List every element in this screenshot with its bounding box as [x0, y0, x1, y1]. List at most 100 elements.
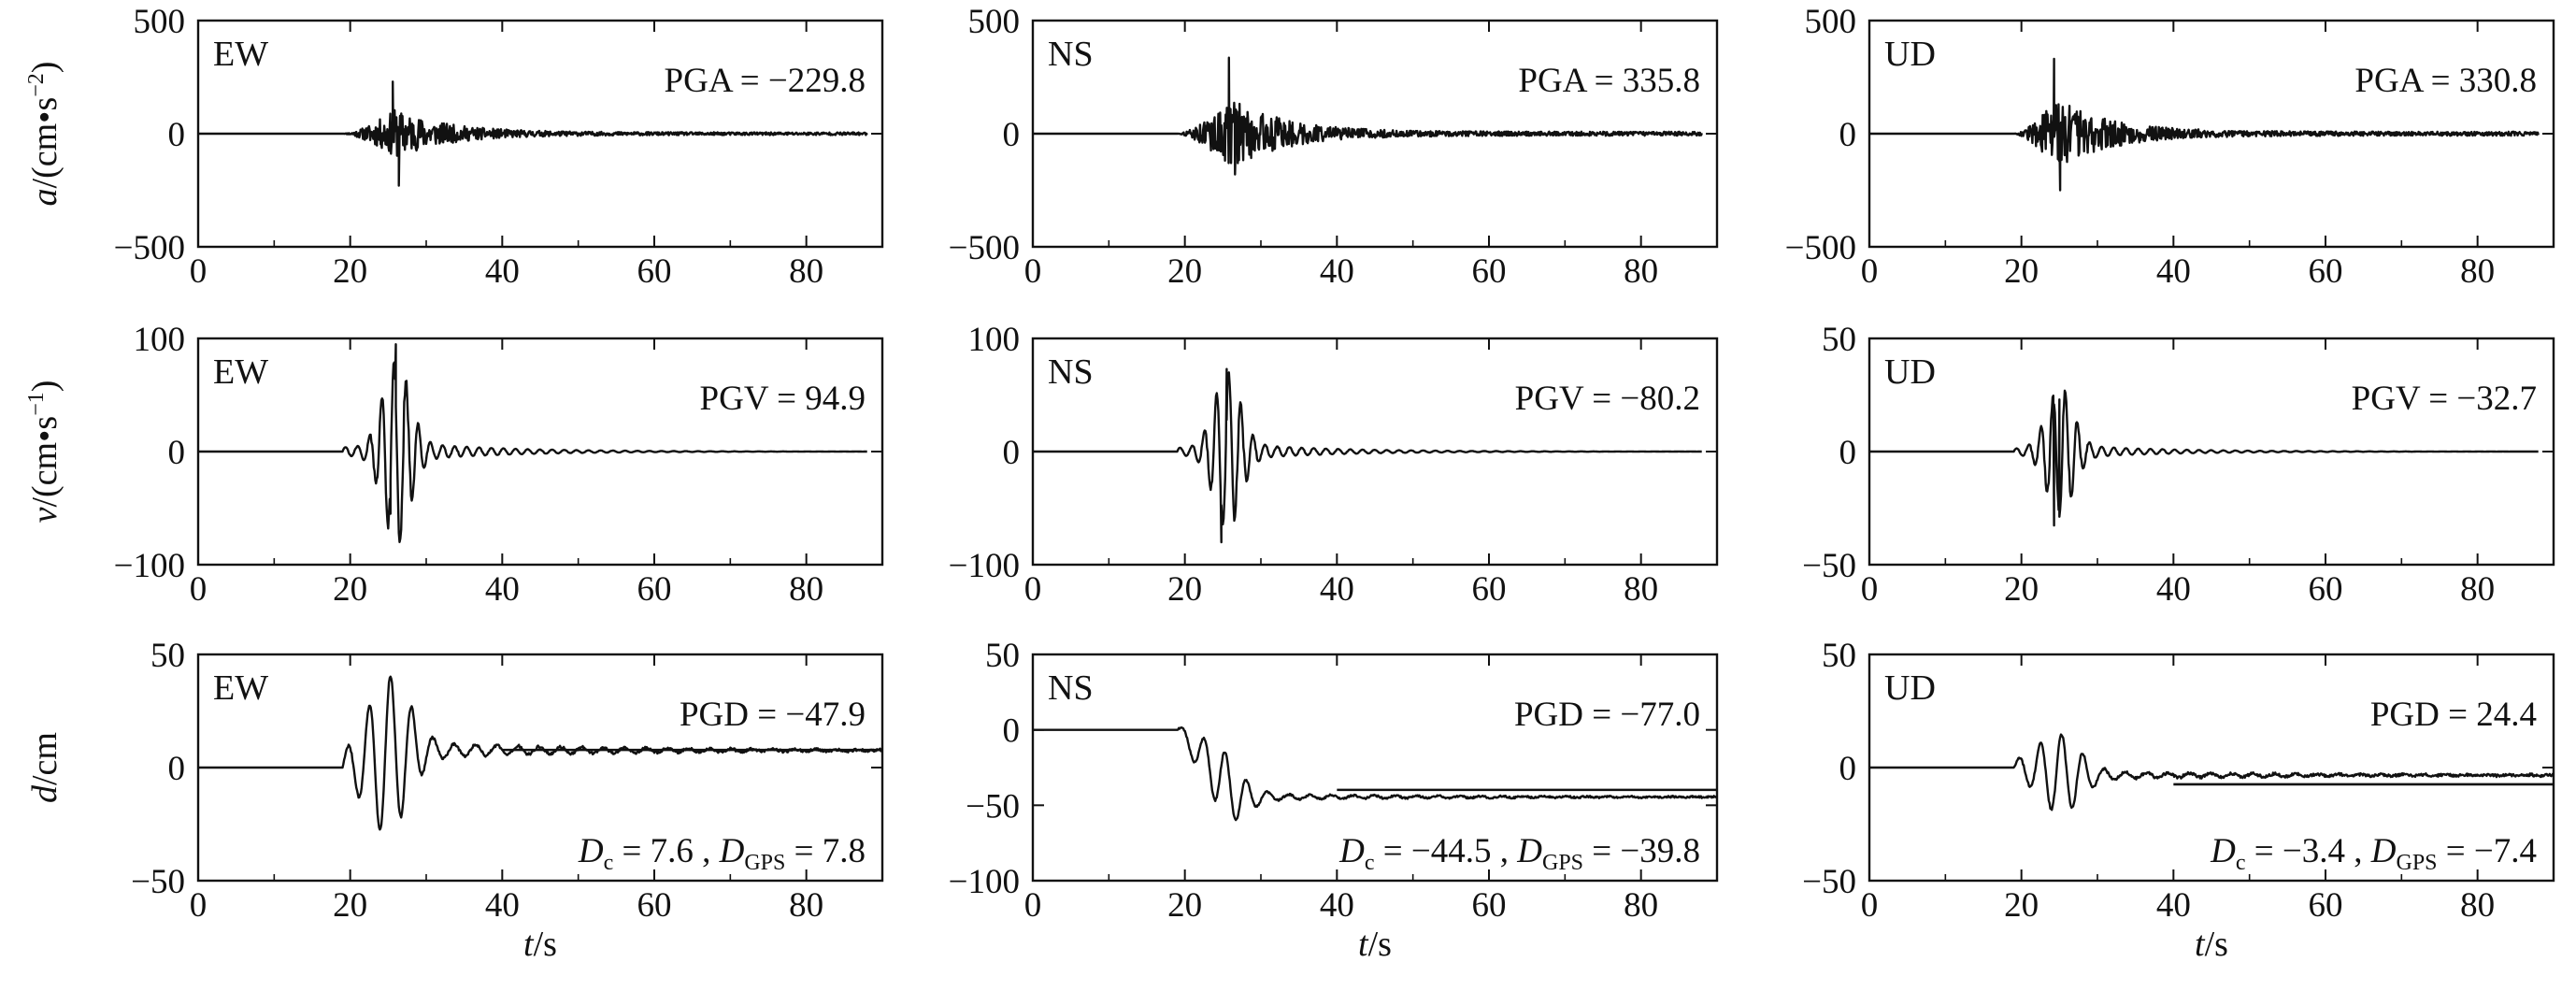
series-displacement-ns [1032, 726, 1718, 822]
peak-annotation: PGD = −77.0 [1514, 696, 1700, 734]
panel-title: EW [213, 668, 268, 708]
y-tick-label: 50 [1822, 321, 1856, 359]
x-tick-label: 80 [1624, 252, 1658, 291]
x-tick-label: 20 [2004, 252, 2039, 291]
panel-title: UD [1884, 352, 1936, 392]
y-axis-unit-close: ) [25, 62, 64, 74]
x-tick-label: 20 [1167, 570, 1202, 609]
y-axis-unit-exponent: −2 [24, 73, 49, 97]
x-tick-label: 0 [1024, 886, 1042, 925]
y-tick-label: 0 [1839, 434, 1857, 472]
x-tick-label: 0 [1024, 570, 1042, 609]
series-velocity-ud [1868, 389, 2540, 527]
series-acceleration-ns [1032, 56, 1703, 176]
peak-annotation: PGA = 330.8 [2354, 62, 2537, 100]
y-tick-label: 0 [168, 434, 186, 472]
series-acceleration-ew [197, 80, 868, 187]
dgps-subscript: GPS [1542, 851, 1583, 875]
x-axis-unit: /s [534, 925, 557, 964]
y-tick-label: 0 [1003, 434, 1021, 472]
x-axis-symbol: t [2195, 925, 2206, 964]
x-tick-label: 40 [1320, 886, 1354, 925]
x-axis-symbol: t [1358, 925, 1369, 964]
dc-symbol: D [1338, 832, 1365, 870]
panel-title: EW [213, 352, 268, 392]
panel-title: UD [1884, 668, 1936, 708]
y-axis-label: d/cm [25, 732, 64, 803]
y-tick-label: −100 [949, 547, 1020, 585]
y-tick-label: −500 [1785, 229, 1856, 267]
x-tick-label: 40 [485, 252, 520, 291]
y-tick-label: 50 [1822, 637, 1856, 675]
y-tick-label: 0 [1003, 712, 1021, 751]
y-tick-label: 0 [168, 750, 186, 788]
y-tick-label: 500 [1805, 3, 1857, 41]
panel-title: UD [1884, 35, 1936, 74]
offset-annotation: Dc = −3.4 , DGPS = −7.4 [2210, 832, 2537, 875]
y-axis-label: v/(cm•s−1) [24, 381, 64, 524]
x-tick-label: 60 [1472, 252, 1507, 291]
dgps-subscript: GPS [744, 851, 785, 875]
series-velocity-ew [197, 343, 868, 543]
panel-title: EW [213, 35, 268, 74]
y-tick-label: 500 [968, 3, 1021, 41]
y-axis-symbol: v [25, 507, 64, 523]
dc-subscript: c [2236, 851, 2246, 875]
x-tick-label: 20 [2004, 570, 2039, 609]
x-tick-label: 0 [1024, 252, 1042, 291]
x-axis-label: t/s [1358, 925, 1392, 964]
dgps-subscript: GPS [2396, 851, 2437, 875]
x-tick-label: 60 [637, 252, 672, 291]
y-tick-label: −500 [949, 229, 1020, 267]
y-tick-label: −50 [131, 863, 185, 901]
x-tick-label: 40 [2156, 886, 2191, 925]
x-axis-symbol: t [523, 925, 535, 964]
x-axis-label: t/s [2195, 925, 2228, 964]
y-tick-label: 0 [1003, 116, 1021, 154]
y-tick-label: 100 [968, 321, 1021, 359]
x-tick-label: 20 [333, 252, 367, 291]
x-axis-label: t/s [523, 925, 557, 964]
offset-annotation: Dc = 7.6 , DGPS = 7.8 [578, 832, 866, 875]
y-tick-label: −50 [966, 787, 1020, 826]
peak-annotation: PGV = −32.7 [2352, 380, 2537, 418]
y-axis-unit: /(cm [25, 442, 64, 508]
x-tick-label: 20 [333, 886, 367, 925]
x-tick-label: 0 [1861, 252, 1879, 291]
x-tick-label: 40 [2156, 570, 2191, 609]
y-axis-label: a/(cm•s−2) [24, 62, 64, 207]
panel-title: NS [1048, 35, 1094, 74]
series-displacement-ud [1868, 733, 2555, 811]
y-tick-label: 50 [150, 637, 185, 675]
y-tick-label: −50 [1802, 547, 1856, 585]
y-axis-unit: /(cm [25, 123, 64, 189]
peak-annotation: PGA = −229.8 [665, 62, 866, 100]
y-axis-unit-exponent: −1 [24, 392, 49, 416]
y-axis-unit: /cm [25, 732, 64, 785]
x-axis-unit: /s [1368, 925, 1392, 964]
y-tick-label: 0 [168, 116, 186, 154]
x-tick-label: 60 [637, 886, 672, 925]
x-tick-label: 40 [2156, 252, 2191, 291]
x-tick-label: 20 [1167, 886, 1202, 925]
peak-annotation: PGV = −80.2 [1515, 380, 1700, 418]
plot-frame [1031, 653, 1719, 883]
dgps-symbol: D [1516, 832, 1542, 870]
x-tick-label: 60 [2309, 886, 2343, 925]
y-tick-label: −100 [114, 547, 185, 585]
dc-subscript: c [604, 851, 614, 875]
y-axis-unit-s: s [25, 416, 64, 430]
x-tick-label: 40 [1320, 252, 1354, 291]
x-tick-label: 80 [2460, 252, 2495, 291]
y-axis-unit-s: s [25, 97, 64, 111]
x-tick-label: 60 [1472, 886, 1507, 925]
y-tick-label: 100 [134, 321, 186, 359]
